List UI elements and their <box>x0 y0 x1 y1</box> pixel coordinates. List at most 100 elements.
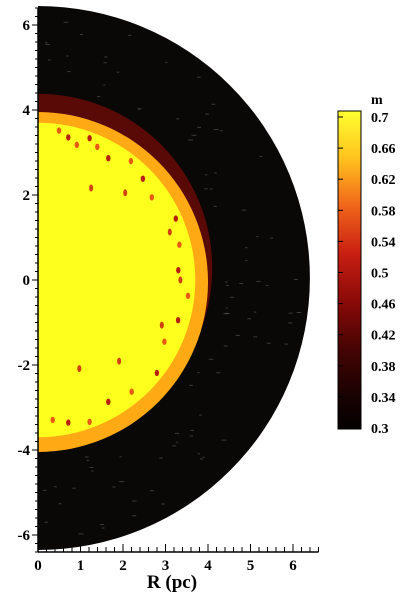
instability-blob <box>89 184 94 192</box>
instability-blob <box>50 416 55 424</box>
x-axis-title: R (pc) <box>147 572 197 593</box>
shell-speck <box>101 527 105 529</box>
shell-speck <box>189 384 193 386</box>
instability-blob <box>95 143 100 150</box>
shell-speck <box>67 71 71 73</box>
x-tick-label: 1 <box>77 558 85 574</box>
shell-speck <box>288 312 293 314</box>
instability-blob <box>87 135 92 142</box>
shell-speck <box>103 62 107 64</box>
shell-speck <box>265 284 269 286</box>
instability-blob <box>140 175 146 182</box>
instability-blob <box>159 321 164 329</box>
shell-speck <box>116 71 120 73</box>
shell-speck <box>103 84 106 86</box>
instability-blob <box>106 155 111 162</box>
shell-specks <box>42 21 302 535</box>
colorbar-tick-label: 0.5 <box>371 267 389 282</box>
shell-speck <box>119 481 124 483</box>
shell-speck <box>223 313 229 315</box>
colorbar-gradient <box>337 110 362 430</box>
shell-speck <box>72 487 76 489</box>
shell-speck <box>225 307 228 309</box>
shell-speck <box>269 237 274 239</box>
x-tick-label: 2 <box>119 558 127 574</box>
y-tick-label: 2 <box>23 188 31 204</box>
shell-speck <box>239 283 244 284</box>
shell-speck <box>247 318 252 320</box>
colorbar-title: m <box>371 93 383 108</box>
colorbar-tick-label: 0.66 <box>371 142 396 157</box>
shell-speck <box>208 358 214 360</box>
shell-speck <box>204 174 208 176</box>
shell-speck <box>197 453 201 455</box>
instability-blob <box>175 317 181 324</box>
shell-speck <box>66 55 69 57</box>
instability-blob <box>117 357 122 365</box>
shell-speck <box>284 343 289 345</box>
shell-speck <box>45 44 50 46</box>
shell-speck <box>204 188 208 190</box>
shell-speck <box>176 118 180 120</box>
shell-speck <box>190 429 195 431</box>
shell-speck <box>112 486 116 488</box>
colorbar: m 0.7 0.66 0.62 0.58 0.54 0.5 0.46 0.42 0.38 0.34… <box>337 93 396 437</box>
shell-speck <box>245 259 248 261</box>
shell-speck <box>128 34 132 36</box>
shell-speck <box>45 42 48 44</box>
shell-speck <box>224 281 228 283</box>
colorbar-tick-label: 0.58 <box>371 204 396 219</box>
shell-speck <box>253 311 257 313</box>
instability-blob <box>128 157 134 165</box>
instability-blob <box>123 189 128 197</box>
shell-speck <box>137 108 140 110</box>
shell-speck <box>197 76 201 78</box>
colorbar-tick-label: 0.54 <box>371 235 396 250</box>
shell-speck <box>242 209 247 211</box>
shell-speck <box>119 456 122 458</box>
instability-blob <box>167 228 172 236</box>
shell-speck <box>86 459 90 461</box>
colorbar-tick-label: 0.46 <box>371 298 396 313</box>
shell-speck <box>266 342 271 344</box>
shell-speck <box>202 456 205 458</box>
shell-speck <box>58 503 62 505</box>
shell-speck <box>191 134 197 136</box>
shell-speck <box>288 322 293 324</box>
shell-speck <box>44 521 48 523</box>
shell-speck <box>197 126 201 128</box>
instability-blob <box>56 127 62 134</box>
shell-speck <box>104 56 108 58</box>
instability-blob <box>77 365 82 373</box>
y-tick-label: 6 <box>23 18 31 34</box>
shell-speck <box>256 236 259 238</box>
shell-speck <box>199 414 203 416</box>
instability-blob <box>66 134 71 141</box>
shell-speck <box>84 456 89 458</box>
inner-core-region <box>38 122 196 438</box>
y-tick-label: -2 <box>18 358 31 374</box>
shell-speck <box>174 432 180 434</box>
shell-speck <box>172 445 177 447</box>
instability-blob <box>129 388 134 395</box>
shell-speck <box>100 524 104 525</box>
colorbar-tick-label: 0.3 <box>371 422 389 437</box>
x-tick-label: 4 <box>204 558 212 574</box>
shell-speck <box>189 435 194 437</box>
colorbar-tick-label: 0.62 <box>371 173 396 188</box>
shell-speck <box>78 533 84 535</box>
plot-area <box>38 6 310 550</box>
shell-speck <box>132 500 137 502</box>
shell-speck <box>63 21 69 23</box>
shell-speck <box>209 188 213 190</box>
shell-speck <box>213 205 217 207</box>
colorbar-ticks: 0.7 0.66 0.62 0.58 0.54 0.5 0.46 0.42 0.38 0.34 0.… <box>338 111 396 437</box>
x-axis: 0 1 2 3 4 5 6 <box>34 544 319 574</box>
shell-speck <box>97 96 101 98</box>
shell-speck <box>205 113 209 115</box>
instability-blob <box>162 338 167 345</box>
shell-speck <box>229 296 235 298</box>
x-tick-label: 0 <box>34 558 42 574</box>
shell-speck <box>223 345 228 347</box>
